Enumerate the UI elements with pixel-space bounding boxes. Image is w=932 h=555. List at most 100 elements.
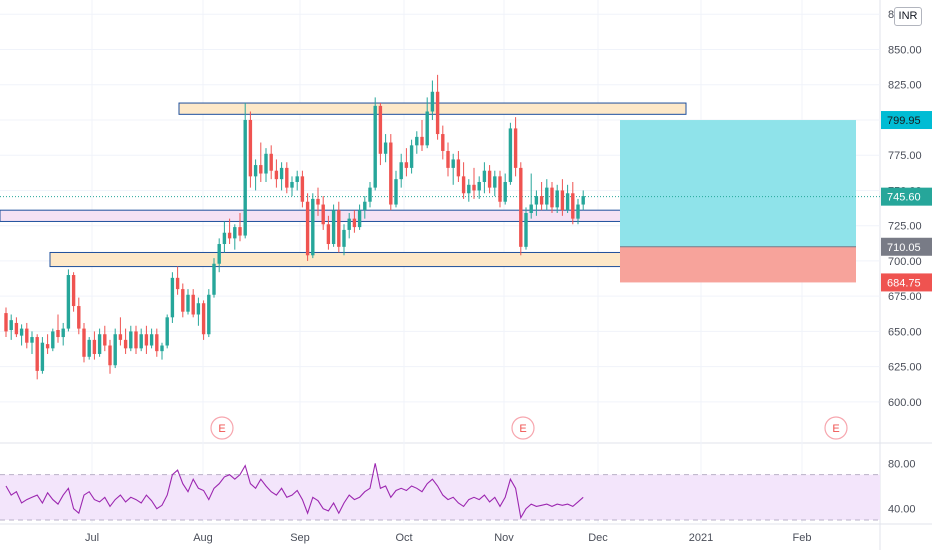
candle-down — [487, 170, 492, 188]
price-badge — [881, 111, 932, 130]
candle-up — [508, 128, 513, 182]
candle-down — [144, 334, 149, 346]
rsi-line — [5, 463, 584, 520]
candle-down — [35, 337, 39, 371]
currency-badge[interactable]: INR — [894, 7, 922, 26]
candle-down — [108, 345, 112, 366]
earnings-event-icon — [511, 416, 535, 440]
candle-down — [461, 176, 466, 194]
time-axis-tick-label: Jul — [85, 532, 99, 544]
candle-up — [368, 187, 372, 202]
candle-up — [207, 294, 211, 335]
earnings-event-icon — [210, 416, 234, 440]
price-badge-label: 684.75 — [887, 277, 921, 289]
earnings-event-label: E — [218, 423, 225, 435]
candle-up — [243, 119, 247, 236]
price-axis-tick-label: 625.00 — [888, 362, 922, 374]
candle-down — [181, 289, 185, 312]
rsi-band — [0, 474, 880, 520]
candle-up — [576, 204, 580, 219]
candle-down — [123, 339, 128, 349]
candle-up — [19, 328, 24, 336]
candle-up — [186, 294, 190, 312]
candle-up — [430, 91, 435, 112]
candle-down — [25, 328, 29, 343]
candle-up — [66, 275, 71, 329]
candle-up — [415, 136, 419, 146]
candle-up — [165, 317, 169, 346]
price-badge — [881, 273, 932, 292]
candle-up — [555, 190, 559, 208]
candle-up — [347, 218, 351, 230]
candle-up — [264, 153, 268, 174]
candle-down — [300, 176, 305, 202]
time-axis-tick-label: Aug — [193, 532, 213, 544]
price-axis-tick-label: 675.00 — [888, 291, 922, 303]
candle-down — [571, 193, 575, 219]
candle-down — [519, 167, 523, 247]
time-axis-tick-label: Nov — [494, 532, 514, 544]
earnings-event-icon — [824, 416, 848, 440]
candle-up — [253, 165, 258, 177]
candle-up — [545, 187, 549, 205]
candle-down — [4, 313, 8, 332]
candle-up — [196, 303, 201, 315]
candle-down — [389, 142, 393, 205]
candle-up — [61, 328, 65, 338]
candle-up — [425, 111, 429, 146]
candle-down — [118, 334, 123, 340]
candle-down — [227, 232, 232, 239]
rsi-axis-tick-label: 40.00 — [888, 504, 916, 516]
candle-up — [524, 213, 528, 247]
position-profit-zone — [620, 120, 856, 247]
price-axis-tick-label: 775.00 — [888, 150, 922, 162]
time-axis-tick-label: Dec — [588, 532, 608, 544]
candle-up — [493, 176, 497, 188]
candle-down — [420, 136, 424, 146]
currency-badge-label: INR — [898, 10, 918, 22]
candle-down — [378, 105, 383, 154]
time-axis-tick-label: Sep — [290, 532, 310, 544]
price-axis-tick-label: 850.00 — [888, 44, 922, 56]
candle-down — [316, 198, 320, 205]
candle-down — [259, 165, 263, 174]
candle-up — [409, 145, 414, 168]
price-badge — [881, 187, 932, 206]
earnings-event-label: E — [519, 423, 526, 435]
candle-up — [581, 196, 585, 205]
candle-up — [97, 334, 102, 354]
candle-down — [56, 330, 60, 338]
candle-up — [503, 181, 507, 202]
candle-up — [331, 210, 336, 245]
zone-support — [49, 251, 637, 268]
candle-up — [129, 331, 133, 349]
candle-down — [513, 128, 518, 168]
candle-up — [394, 179, 398, 205]
candle-up — [170, 277, 175, 318]
candle-up — [482, 170, 487, 182]
candle-up — [373, 105, 377, 188]
candle-down — [472, 184, 476, 191]
candle-up — [40, 342, 45, 371]
candle-up — [477, 181, 481, 191]
candle-up — [565, 193, 570, 211]
candle-down — [321, 204, 325, 225]
candle-down — [269, 153, 273, 171]
candle-up — [383, 142, 388, 154]
candle-up — [222, 232, 227, 245]
candle-up — [399, 162, 403, 180]
candle-down — [71, 275, 76, 307]
candle-down — [14, 322, 19, 335]
candle-down — [175, 277, 180, 290]
candle-up — [529, 204, 533, 213]
candle-down — [305, 201, 310, 256]
candle-down — [248, 119, 253, 177]
candle-up — [51, 331, 55, 349]
candle-down — [326, 224, 331, 245]
candle-up — [311, 198, 315, 256]
candle-up — [149, 334, 154, 346]
candle-down — [134, 331, 138, 349]
price-badge-label: 745.60 — [887, 192, 921, 204]
